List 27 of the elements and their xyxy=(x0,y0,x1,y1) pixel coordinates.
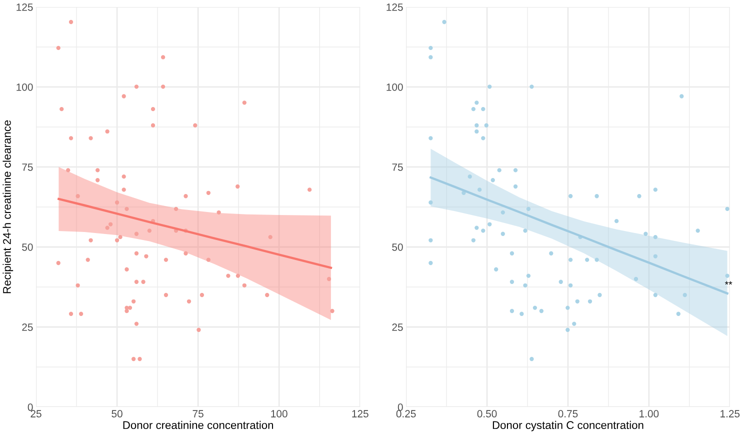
x-tick-label: 0.25 xyxy=(396,410,416,418)
x-tick-label: 1.25 xyxy=(720,410,740,418)
y-axis-title: Recipient 24-h creatinine clearance xyxy=(2,120,14,294)
y-tick-label: 50 xyxy=(392,243,403,251)
y-tick-label: 25 xyxy=(392,324,403,331)
y-tick-label: 75 xyxy=(392,164,403,171)
y-tick-label: 25 xyxy=(22,324,33,331)
x-tick-label: 125 xyxy=(352,410,368,418)
x-tick-label: 0.75 xyxy=(558,410,578,418)
x-tick-label: 100 xyxy=(271,410,288,418)
y-tick-label: 125 xyxy=(16,3,33,11)
y-tick-label: 125 xyxy=(386,3,403,11)
x-axis-title: Donor creatinine concentration xyxy=(123,420,274,430)
y-tick-label: 0 xyxy=(28,404,33,411)
x-axis-title: Donor cystatin C concentration xyxy=(492,420,644,432)
x-tick-label: 1.00 xyxy=(640,410,659,418)
y-tick-label: 100 xyxy=(16,83,33,91)
y-tick-label: 100 xyxy=(386,83,403,91)
x-tick-label: 25 xyxy=(30,410,42,418)
y-tick-label: 75 xyxy=(22,164,33,171)
x-tick-label: 75 xyxy=(192,410,204,418)
x-tick-label: 0.50 xyxy=(477,410,497,418)
y-tick-label: 0 xyxy=(398,404,403,411)
annotation: ** xyxy=(724,281,732,285)
y-tick-label: 50 xyxy=(22,243,33,251)
line-series xyxy=(58,198,332,269)
x-tick-label: 50 xyxy=(112,410,122,418)
